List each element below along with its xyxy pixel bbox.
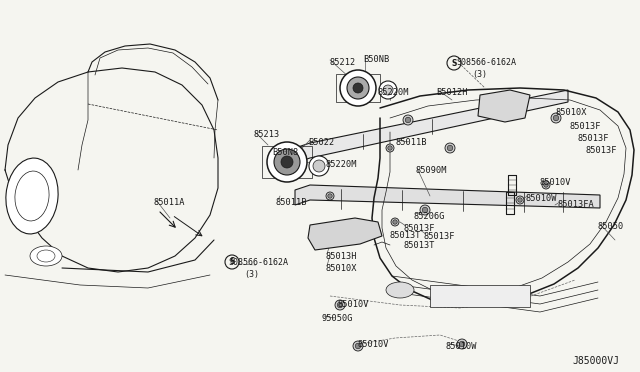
Circle shape bbox=[403, 115, 413, 125]
Circle shape bbox=[460, 341, 465, 347]
Text: S08566-6162A: S08566-6162A bbox=[228, 258, 288, 267]
Text: (3): (3) bbox=[244, 270, 259, 279]
Text: 85013T: 85013T bbox=[390, 231, 422, 240]
Circle shape bbox=[353, 83, 363, 93]
Polygon shape bbox=[308, 218, 382, 250]
Circle shape bbox=[393, 220, 397, 224]
Circle shape bbox=[281, 156, 293, 168]
Text: B5022: B5022 bbox=[308, 138, 334, 147]
Circle shape bbox=[457, 339, 467, 349]
Text: 85010V: 85010V bbox=[338, 300, 369, 309]
Text: 85050: 85050 bbox=[598, 222, 624, 231]
Text: 85090M: 85090M bbox=[415, 166, 447, 175]
Circle shape bbox=[267, 142, 307, 182]
Polygon shape bbox=[295, 90, 568, 163]
Circle shape bbox=[391, 218, 399, 226]
Text: 85010W: 85010W bbox=[446, 342, 477, 351]
Text: 85013FA: 85013FA bbox=[558, 200, 595, 209]
Circle shape bbox=[544, 183, 548, 187]
Circle shape bbox=[309, 156, 329, 176]
Text: 85212: 85212 bbox=[330, 58, 356, 67]
Circle shape bbox=[445, 143, 455, 153]
Text: 85011A: 85011A bbox=[154, 198, 186, 207]
Text: S: S bbox=[451, 58, 457, 67]
Text: 85010V: 85010V bbox=[540, 178, 572, 187]
Circle shape bbox=[379, 81, 397, 99]
Circle shape bbox=[313, 160, 325, 172]
Polygon shape bbox=[295, 185, 600, 208]
Text: 85013F: 85013F bbox=[586, 146, 618, 155]
Text: 85011B: 85011B bbox=[395, 138, 426, 147]
Text: 85206G: 85206G bbox=[413, 212, 445, 221]
Circle shape bbox=[542, 181, 550, 189]
Text: 85013F: 85013F bbox=[404, 224, 435, 233]
Text: 85013F: 85013F bbox=[578, 134, 609, 143]
Text: (3): (3) bbox=[472, 70, 487, 79]
Ellipse shape bbox=[386, 282, 414, 298]
FancyBboxPatch shape bbox=[430, 285, 530, 307]
Circle shape bbox=[353, 341, 363, 351]
Text: B5012H: B5012H bbox=[436, 88, 467, 97]
Text: S08566-6162A: S08566-6162A bbox=[456, 58, 516, 67]
Text: 85013H: 85013H bbox=[325, 252, 356, 261]
Text: 85010X: 85010X bbox=[556, 108, 588, 117]
Circle shape bbox=[383, 85, 393, 95]
Text: 85013F: 85013F bbox=[424, 232, 456, 241]
Circle shape bbox=[422, 207, 428, 213]
Circle shape bbox=[335, 300, 345, 310]
Circle shape bbox=[347, 77, 369, 99]
Text: 85010W: 85010W bbox=[526, 194, 557, 203]
Text: 85013T: 85013T bbox=[404, 241, 435, 250]
Text: 85213: 85213 bbox=[253, 130, 279, 139]
Polygon shape bbox=[478, 90, 530, 122]
Circle shape bbox=[355, 343, 361, 349]
Circle shape bbox=[337, 302, 343, 308]
Circle shape bbox=[274, 149, 300, 175]
Circle shape bbox=[328, 194, 332, 198]
Circle shape bbox=[518, 198, 522, 202]
Text: 85220M: 85220M bbox=[326, 160, 358, 169]
Circle shape bbox=[386, 144, 394, 152]
Circle shape bbox=[405, 117, 411, 123]
Circle shape bbox=[516, 196, 524, 204]
Circle shape bbox=[340, 70, 376, 106]
Circle shape bbox=[447, 145, 452, 151]
Circle shape bbox=[420, 205, 430, 215]
Text: 85013F: 85013F bbox=[570, 122, 602, 131]
Text: 85010V: 85010V bbox=[358, 340, 390, 349]
Circle shape bbox=[388, 146, 392, 150]
Text: J85000VJ: J85000VJ bbox=[572, 356, 619, 366]
Text: 85011B: 85011B bbox=[276, 198, 307, 207]
Text: S: S bbox=[229, 257, 235, 266]
Circle shape bbox=[551, 113, 561, 123]
Text: 85010X: 85010X bbox=[325, 264, 356, 273]
Text: 95050G: 95050G bbox=[322, 314, 353, 323]
Text: B50N8: B50N8 bbox=[272, 148, 298, 157]
Text: 85220M: 85220M bbox=[378, 88, 410, 97]
Ellipse shape bbox=[30, 246, 62, 266]
Circle shape bbox=[326, 192, 334, 200]
Circle shape bbox=[553, 115, 559, 121]
Ellipse shape bbox=[6, 158, 58, 234]
Text: B50NB: B50NB bbox=[363, 55, 389, 64]
